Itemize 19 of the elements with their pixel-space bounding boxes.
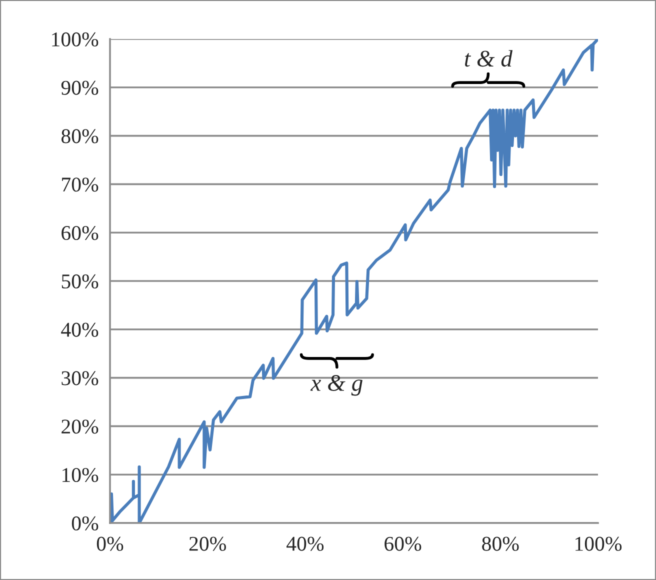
annotation: t & d <box>464 50 513 67</box>
y-tick-label: 30% <box>62 371 98 386</box>
x-tick-label: 20% <box>189 536 226 551</box>
y-tick-label: 80% <box>61 129 98 144</box>
x-tick-label: 60% <box>384 536 422 551</box>
x-tick-label: 80% <box>482 536 519 551</box>
y-tick-label: 100% <box>52 32 98 46</box>
y-tick-label: 40% <box>61 322 98 337</box>
x-tick-label: 40% <box>286 536 324 551</box>
y-tick-label: 50% <box>62 274 98 288</box>
y-tick-label: 10% <box>62 468 98 482</box>
x-tick-label: 100% <box>576 536 622 551</box>
annotation: x & g <box>310 375 362 396</box>
y-tick-label: 60% <box>62 226 98 240</box>
y-tick-label: 20% <box>62 420 98 434</box>
y-tick-label: 90% <box>61 80 98 95</box>
y-tick-label: 70% <box>62 178 98 192</box>
y-tick-label: 0% <box>72 516 98 530</box>
x-tick-label: 0% <box>96 536 124 551</box>
